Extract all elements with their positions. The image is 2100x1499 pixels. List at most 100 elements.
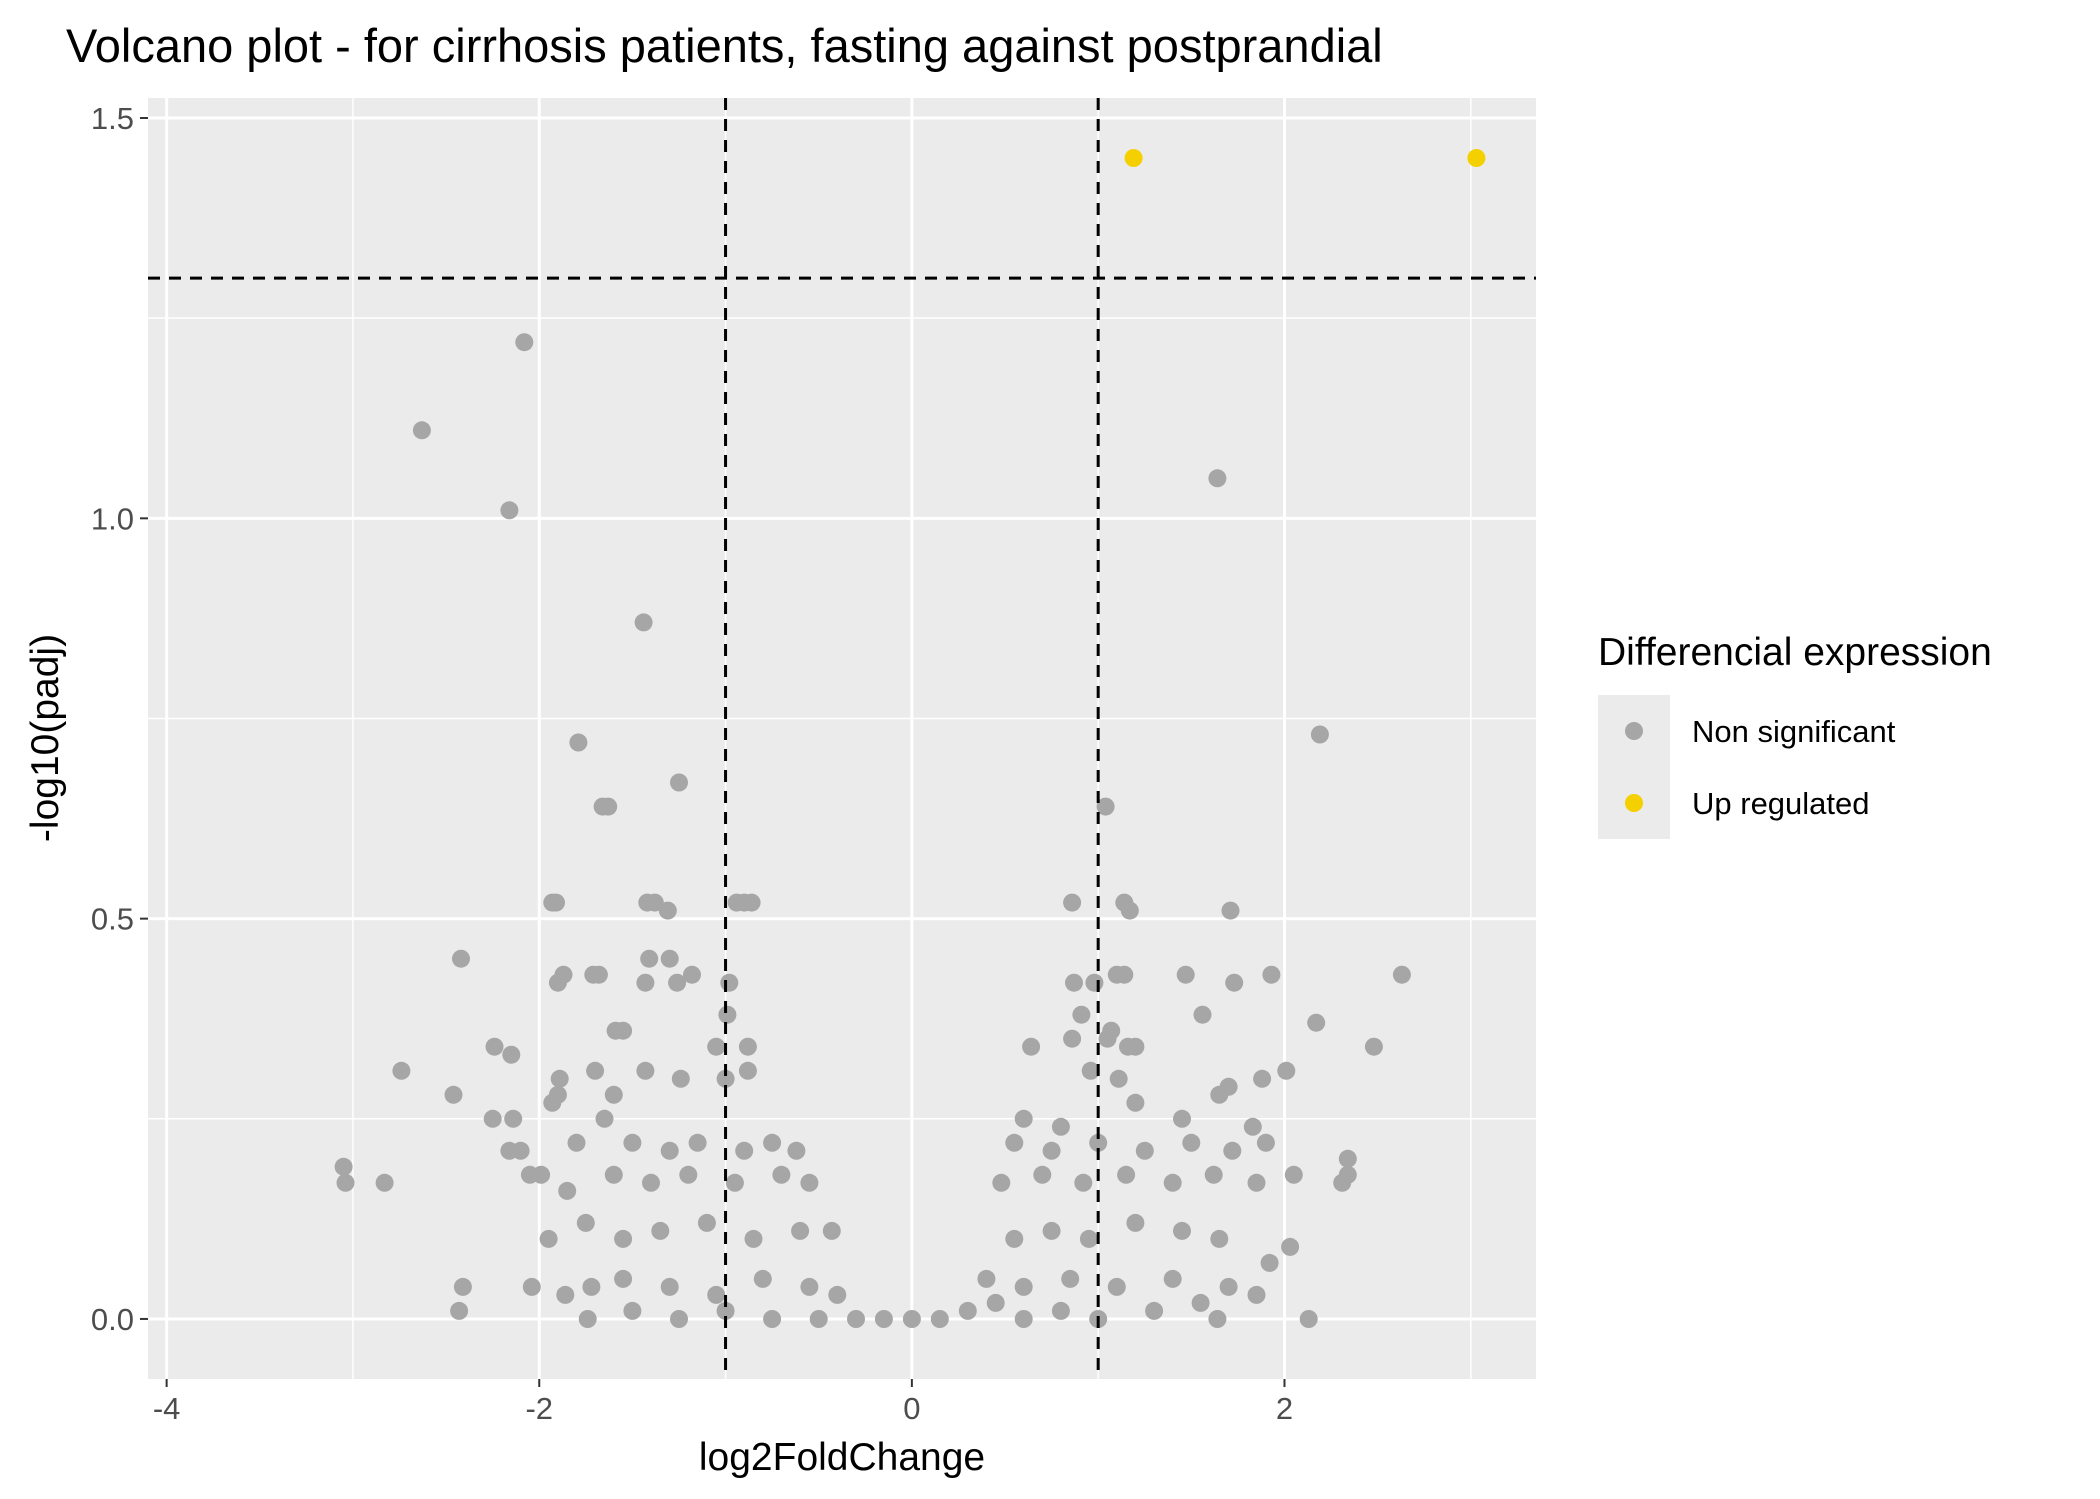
x-axis-title: log2FoldChange [699,1436,985,1479]
point-non-significant [589,965,608,984]
point-non-significant [800,1277,819,1296]
point-non-significant [1173,1221,1191,1240]
point-non-significant [1115,965,1134,984]
point-non-significant [1193,1005,1212,1024]
point-non-significant [718,1005,737,1024]
point-non-significant [614,1269,633,1288]
point-non-significant [1102,1021,1121,1040]
point-non-significant [1033,1165,1052,1184]
point-non-significant [1243,1117,1262,1136]
point-non-significant [642,1173,660,1192]
point-non-significant [375,1173,394,1192]
point-non-significant [716,1301,735,1320]
point-non-significant [1163,1173,1182,1192]
point-non-significant [500,501,519,520]
point-non-significant [1307,1013,1326,1032]
point-non-significant [791,1221,810,1240]
point-up-regulated [1467,149,1486,167]
point-non-significant [444,1085,463,1104]
major-gridlines [148,98,1536,1379]
point-non-significant [1117,1165,1136,1184]
point-non-significant [671,1069,690,1088]
x-axis-ticks: -4 -2 0 2 [153,1379,1293,1426]
point-non-significant [1065,973,1083,992]
point-non-significant [1191,1293,1210,1312]
legend-key-up-regulated [1625,794,1643,812]
point-non-significant [645,893,664,912]
point-non-significant [1126,1037,1145,1056]
point-non-significant [1256,1133,1275,1152]
point-non-significant [688,1133,707,1152]
point-non-significant [1145,1301,1164,1320]
point-non-significant [578,1310,597,1328]
threshold-lines [148,98,1536,1379]
point-non-significant [483,1109,502,1128]
point-non-significant [1247,1285,1266,1304]
x-tick-label: -2 [525,1391,553,1426]
point-non-significant [992,1173,1011,1192]
point-up-regulated [1124,149,1143,167]
point-non-significant [547,893,565,912]
point-non-significant [450,1301,469,1320]
point-non-significant [651,1221,670,1240]
point-non-significant [586,1061,605,1080]
point-non-significant [543,1093,562,1112]
point-non-significant [1120,901,1139,920]
point-non-significant [336,1173,355,1192]
point-non-significant [556,1285,575,1304]
point-non-significant [532,1165,551,1184]
point-non-significant [725,1173,744,1192]
point-non-significant [660,1277,679,1296]
point-non-significant [1210,1229,1229,1248]
point-non-significant [636,973,655,992]
point-non-significant [668,973,687,992]
point-non-significant [515,333,534,352]
y-tick-label: 1.5 [91,101,134,136]
legend-label-non-significant: Non significant [1692,714,1896,749]
point-non-significant [485,1037,504,1056]
point-non-significant [1014,1109,1033,1128]
point-non-significant [1126,1213,1145,1232]
point-non-significant [1247,1173,1266,1192]
point-non-significant [567,1133,586,1152]
point-non-significant [1219,1077,1238,1096]
data-points [334,149,1486,1328]
point-non-significant [986,1293,1005,1312]
point-non-significant [522,1277,541,1296]
x-tick-label: 0 [903,1391,920,1426]
point-non-significant [1176,965,1195,984]
point-non-significant [763,1133,782,1152]
point-non-significant [1096,797,1115,816]
point-non-significant [595,1109,614,1128]
point-non-significant [334,1157,353,1176]
point-non-significant [623,1301,642,1320]
point-non-significant [604,1085,623,1104]
point-non-significant [1063,1029,1082,1048]
y-tick-label: 0.5 [91,902,134,937]
point-non-significant [847,1310,865,1328]
chart-title: Volcano plot - for cirrhosis patients, f… [66,19,1383,72]
point-non-significant [392,1061,411,1080]
legend-label-up-regulated: Up regulated [1692,786,1870,821]
point-non-significant [1072,1005,1091,1024]
point-non-significant [1262,965,1281,984]
point-non-significant [614,1229,633,1248]
legend-key-non-significant [1625,722,1643,740]
point-non-significant [1063,893,1082,912]
point-non-significant [504,1109,523,1128]
point-non-significant [720,973,739,992]
point-non-significant [1208,469,1227,488]
point-non-significant [1163,1269,1182,1288]
point-non-significant [569,733,588,752]
y-axis-ticks: 0.0 0.5 1.0 1.5 [91,101,148,1337]
point-non-significant [828,1285,847,1304]
legend-title: Differencial expression [1598,631,1992,674]
point-non-significant [1042,1221,1061,1240]
point-non-significant [1109,1069,1128,1088]
point-non-significant [634,613,653,632]
plot-panel [148,98,1536,1379]
point-non-significant [763,1310,782,1328]
point-non-significant [1173,1109,1191,1128]
point-non-significant [874,1310,893,1328]
